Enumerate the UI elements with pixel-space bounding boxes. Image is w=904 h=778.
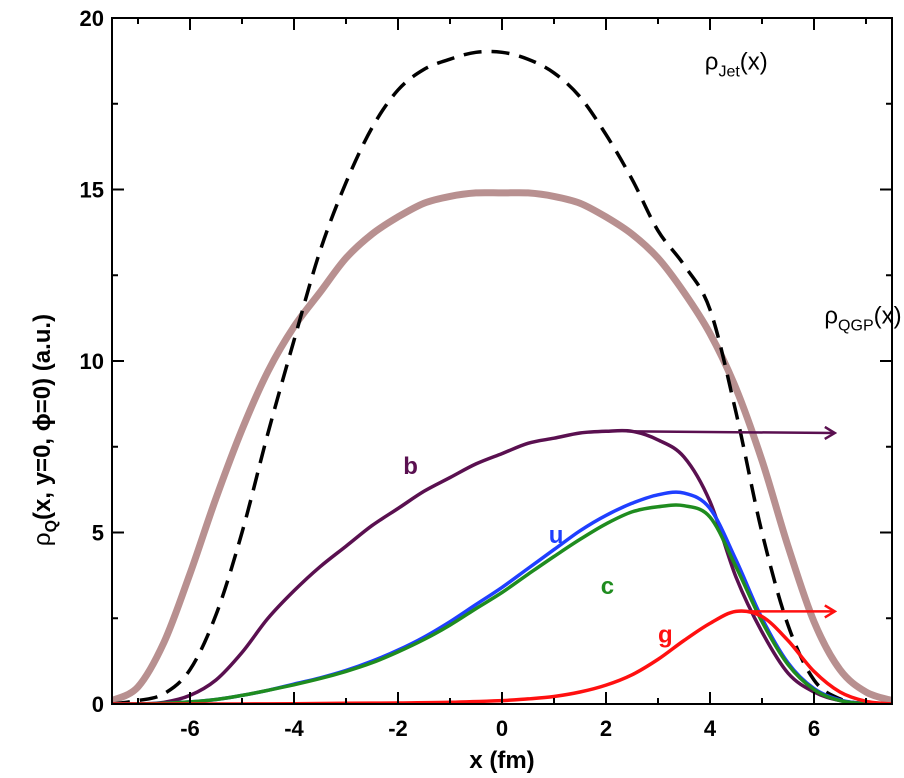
x-tick-label: 4	[704, 716, 717, 741]
series-label-b: b	[403, 453, 418, 480]
annotation-jet: ρJet(x)	[705, 48, 768, 80]
series-line-b	[112, 428, 867, 704]
series-line-jet	[112, 49, 867, 704]
x-tick-label: 6	[808, 716, 820, 741]
arrow-b	[626, 431, 835, 433]
x-axis-title: x (fm)	[469, 747, 534, 774]
y-tick-label: 0	[92, 692, 104, 717]
series-label-u: u	[549, 522, 564, 549]
arrow-layer	[626, 431, 835, 611]
series-label-c: c	[601, 573, 614, 600]
x-tick-label: 2	[600, 716, 612, 741]
y-axis-title: ρQ(x, y=0, ϕ=0) (a.u.)	[29, 314, 60, 546]
plot-frame	[111, 17, 893, 705]
series-line-c	[112, 503, 867, 704]
series-layer	[112, 49, 892, 704]
series-label-g: g	[658, 621, 673, 648]
x-tick-label: -6	[180, 716, 200, 741]
x-tick-label: -2	[388, 716, 408, 741]
axes: -6 -4 -2 0 2 4 6 0 5 10 15 20	[80, 6, 893, 741]
labels: ρQGP(x) ρJet(x) b u c g	[403, 48, 901, 648]
y-axis-title-sub: Q	[43, 520, 60, 532]
x-tick-label: 0	[496, 716, 508, 741]
y-tick-label: 15	[80, 178, 104, 203]
y-axis-title-base: ρ	[29, 532, 56, 546]
x-tick-label: -4	[284, 716, 304, 741]
y-tick-label: 20	[80, 6, 104, 31]
annotation-qgp: ρQGP(x)	[824, 302, 901, 334]
y-tick-label: 5	[92, 521, 104, 546]
y-axis-title-rest: (x, y=0, ϕ=0) (a.u.)	[29, 314, 56, 520]
y-tick-label: 10	[80, 349, 104, 374]
series-line-qgp	[112, 189, 892, 704]
svg-text:ρQ(x, y=0, ϕ=0) (a.u.): ρQ(x, y=0, ϕ=0) (a.u.)	[29, 314, 60, 546]
